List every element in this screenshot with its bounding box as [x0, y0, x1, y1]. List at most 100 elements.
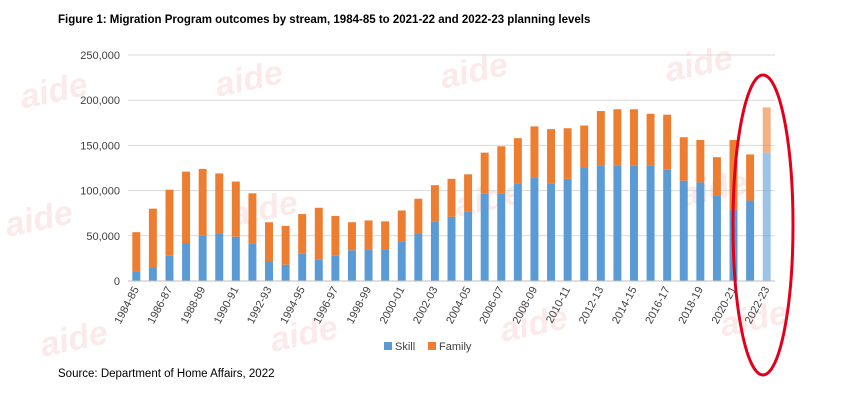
- y-axis-tick-labels: 0 50,000 100,000 150,000 200,000 250,000: [80, 50, 120, 288]
- bar-skill-2002-03: [430, 221, 439, 281]
- bar-skill-2000-01: [397, 241, 406, 281]
- bar-family-2012-13: [596, 111, 605, 166]
- legend-family-label: Family: [439, 341, 472, 353]
- x-tick-label: 2022-23: [743, 285, 773, 326]
- bar-skill-1985-86: [148, 267, 157, 281]
- bar-skill-1993-94: [281, 264, 290, 281]
- bar-skill-2003-04: [447, 216, 456, 281]
- bar-family-2011-12: [580, 125, 589, 168]
- bar-skill-1999-00: [381, 249, 390, 281]
- x-tick-label: 2016-17: [643, 285, 673, 326]
- bar-skill-1995-96: [314, 259, 323, 281]
- bar-skill-2018-19: [696, 182, 705, 281]
- legend-family-swatch: [428, 342, 436, 350]
- bar-skill-2011-12: [580, 168, 589, 281]
- bar-family-2022-23: [762, 107, 771, 153]
- bar-skill-1992-93: [265, 262, 273, 281]
- bar-skill-2017-18: [679, 180, 688, 281]
- x-tick-label: 2000-01: [378, 285, 408, 326]
- bar-family-2008-09: [530, 126, 539, 178]
- bar-skill-1984-85: [132, 271, 141, 281]
- bar-skill-1996-97: [331, 255, 340, 281]
- x-tick-label: 2004-05: [444, 285, 474, 326]
- bar-skill-1997-98: [347, 250, 356, 281]
- x-tick-label: 1994-95: [278, 285, 308, 326]
- bar-family-2007-08: [513, 138, 522, 184]
- bar-family-1990-91: [231, 181, 240, 237]
- bar-skill-1991-92: [248, 243, 257, 281]
- y-tick-label: 150,000: [80, 140, 120, 152]
- source-note: Source: Department of Home Affairs, 2022: [58, 368, 275, 380]
- bar-skill-1994-95: [298, 253, 307, 281]
- x-tick-label: 2012-13: [577, 285, 607, 326]
- bar-family-2004-05: [464, 174, 473, 212]
- bar-skill-2007-08: [513, 183, 522, 281]
- x-tick-label: 1990-91: [212, 285, 242, 326]
- bar-family-2005-06: [480, 152, 489, 194]
- bar-skill-2013-14: [613, 165, 622, 281]
- bar-family-2014-15: [630, 109, 638, 166]
- bar-skill-2021-22: [746, 200, 755, 281]
- legend-skill-swatch: [384, 342, 392, 350]
- bar-family-2018-19: [696, 139, 705, 183]
- bar-family-1992-93: [265, 222, 273, 263]
- bar-family-2003-04: [447, 178, 456, 217]
- bar-skill-2022-23: [762, 152, 771, 281]
- bar-skill-1986-87: [165, 255, 174, 281]
- x-tick-label: 2008-09: [511, 285, 541, 326]
- bars: [132, 107, 771, 281]
- bar-skill-1990-91: [231, 236, 240, 281]
- bar-family-2016-17: [663, 114, 672, 170]
- bar-family-1988-89: [198, 168, 207, 236]
- x-tick-label: 2018-19: [676, 285, 706, 326]
- bar-family-2017-18: [679, 137, 688, 181]
- bar-family-1996-97: [331, 215, 340, 256]
- bar-skill-1998-99: [364, 249, 373, 281]
- bar-skill-1987-88: [182, 243, 191, 281]
- bar-family-1993-94: [281, 225, 290, 265]
- chart-title: Figure 1: Migration Program outcomes by …: [58, 14, 591, 26]
- bar-family-1997-98: [347, 222, 356, 251]
- legend: Skill Family: [384, 341, 472, 353]
- x-tick-label: 2002-03: [411, 285, 441, 326]
- y-tick-label: 100,000: [80, 186, 120, 198]
- bar-family-2006-07: [497, 146, 506, 194]
- bar-family-2002-03: [430, 185, 439, 222]
- x-tick-label: 1992-93: [245, 285, 275, 326]
- bar-family-1985-86: [148, 208, 157, 268]
- x-tick-label: 2010-11: [544, 285, 573, 326]
- bar-family-1995-96: [314, 207, 323, 260]
- bar-skill-2019-20: [712, 195, 721, 281]
- bar-family-1986-87: [165, 189, 174, 256]
- bar-skill-2008-09: [530, 177, 539, 281]
- bar-family-2015-16: [646, 113, 655, 166]
- y-tick-label: 200,000: [80, 95, 120, 107]
- bar-family-2009-10: [547, 129, 556, 184]
- bar-family-1987-88: [182, 171, 191, 244]
- y-tick-label: 250,000: [80, 50, 120, 62]
- bar-skill-1988-89: [198, 235, 207, 281]
- bar-skill-2009-10: [547, 183, 556, 281]
- bar-skill-2004-05: [464, 211, 473, 281]
- bar-skill-2012-13: [596, 165, 605, 281]
- bar-family-1984-85: [132, 232, 141, 272]
- x-tick-label: 2006-07: [477, 285, 507, 326]
- y-tick-label: 0: [114, 276, 120, 288]
- bar-skill-2015-16: [646, 165, 655, 281]
- bar-family-2013-14: [613, 109, 622, 166]
- bar-skill-2005-06: [480, 193, 489, 281]
- bar-family-2010-11: [563, 128, 572, 179]
- bar-skill-2001-02: [414, 233, 423, 281]
- bar-family-2001-02: [414, 198, 423, 234]
- y-tick-label: 50,000: [86, 231, 120, 243]
- x-axis-tick-labels: 1984-85 1986-87 1988-89 1990-91 1992-93 1994-…: [112, 285, 772, 326]
- x-tick-label: 2014-15: [610, 285, 640, 326]
- bar-family-1994-95: [298, 214, 307, 254]
- bar-family-1998-99: [364, 220, 373, 250]
- legend-skill-label: Skill: [395, 341, 415, 353]
- bar-family-2000-01: [397, 210, 406, 242]
- bar-family-2021-22: [746, 154, 755, 201]
- bar-family-2019-20: [712, 157, 721, 196]
- bar-skill-2016-17: [663, 169, 672, 281]
